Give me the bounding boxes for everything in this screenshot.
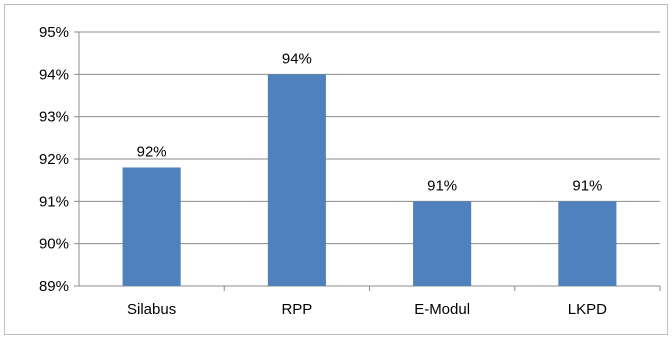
bar-rpp: [267, 74, 326, 286]
data-label: 94%: [282, 50, 312, 67]
bar-silabus: [122, 167, 181, 286]
y-tick-label: 94%: [39, 66, 69, 83]
category-label: RPP: [281, 301, 312, 318]
y-tick-label: 89%: [39, 278, 69, 295]
y-tick-label: 93%: [39, 109, 69, 126]
data-label: 91%: [427, 177, 457, 194]
chart-frame: [4, 4, 668, 335]
bars: [122, 74, 617, 286]
category-labels: Silabus RPP E-Modul LKPD: [127, 301, 607, 318]
category-label: E-Modul: [414, 301, 470, 318]
y-tick-label: 95%: [39, 24, 69, 41]
data-label: 91%: [572, 177, 602, 194]
category-label: Silabus: [127, 301, 176, 318]
y-tick-labels: 89% 90% 91% 92% 93% 94% 95%: [39, 24, 69, 295]
data-labels: 92% 94% 91% 91%: [137, 50, 603, 194]
category-label: LKPD: [568, 301, 607, 318]
data-label: 92%: [137, 143, 167, 160]
y-tick-label: 92%: [39, 151, 69, 168]
y-tick-label: 90%: [39, 236, 69, 253]
y-tick-label: 91%: [39, 193, 69, 210]
bar-e-modul: [413, 201, 472, 286]
bar-lkpd: [558, 201, 617, 286]
